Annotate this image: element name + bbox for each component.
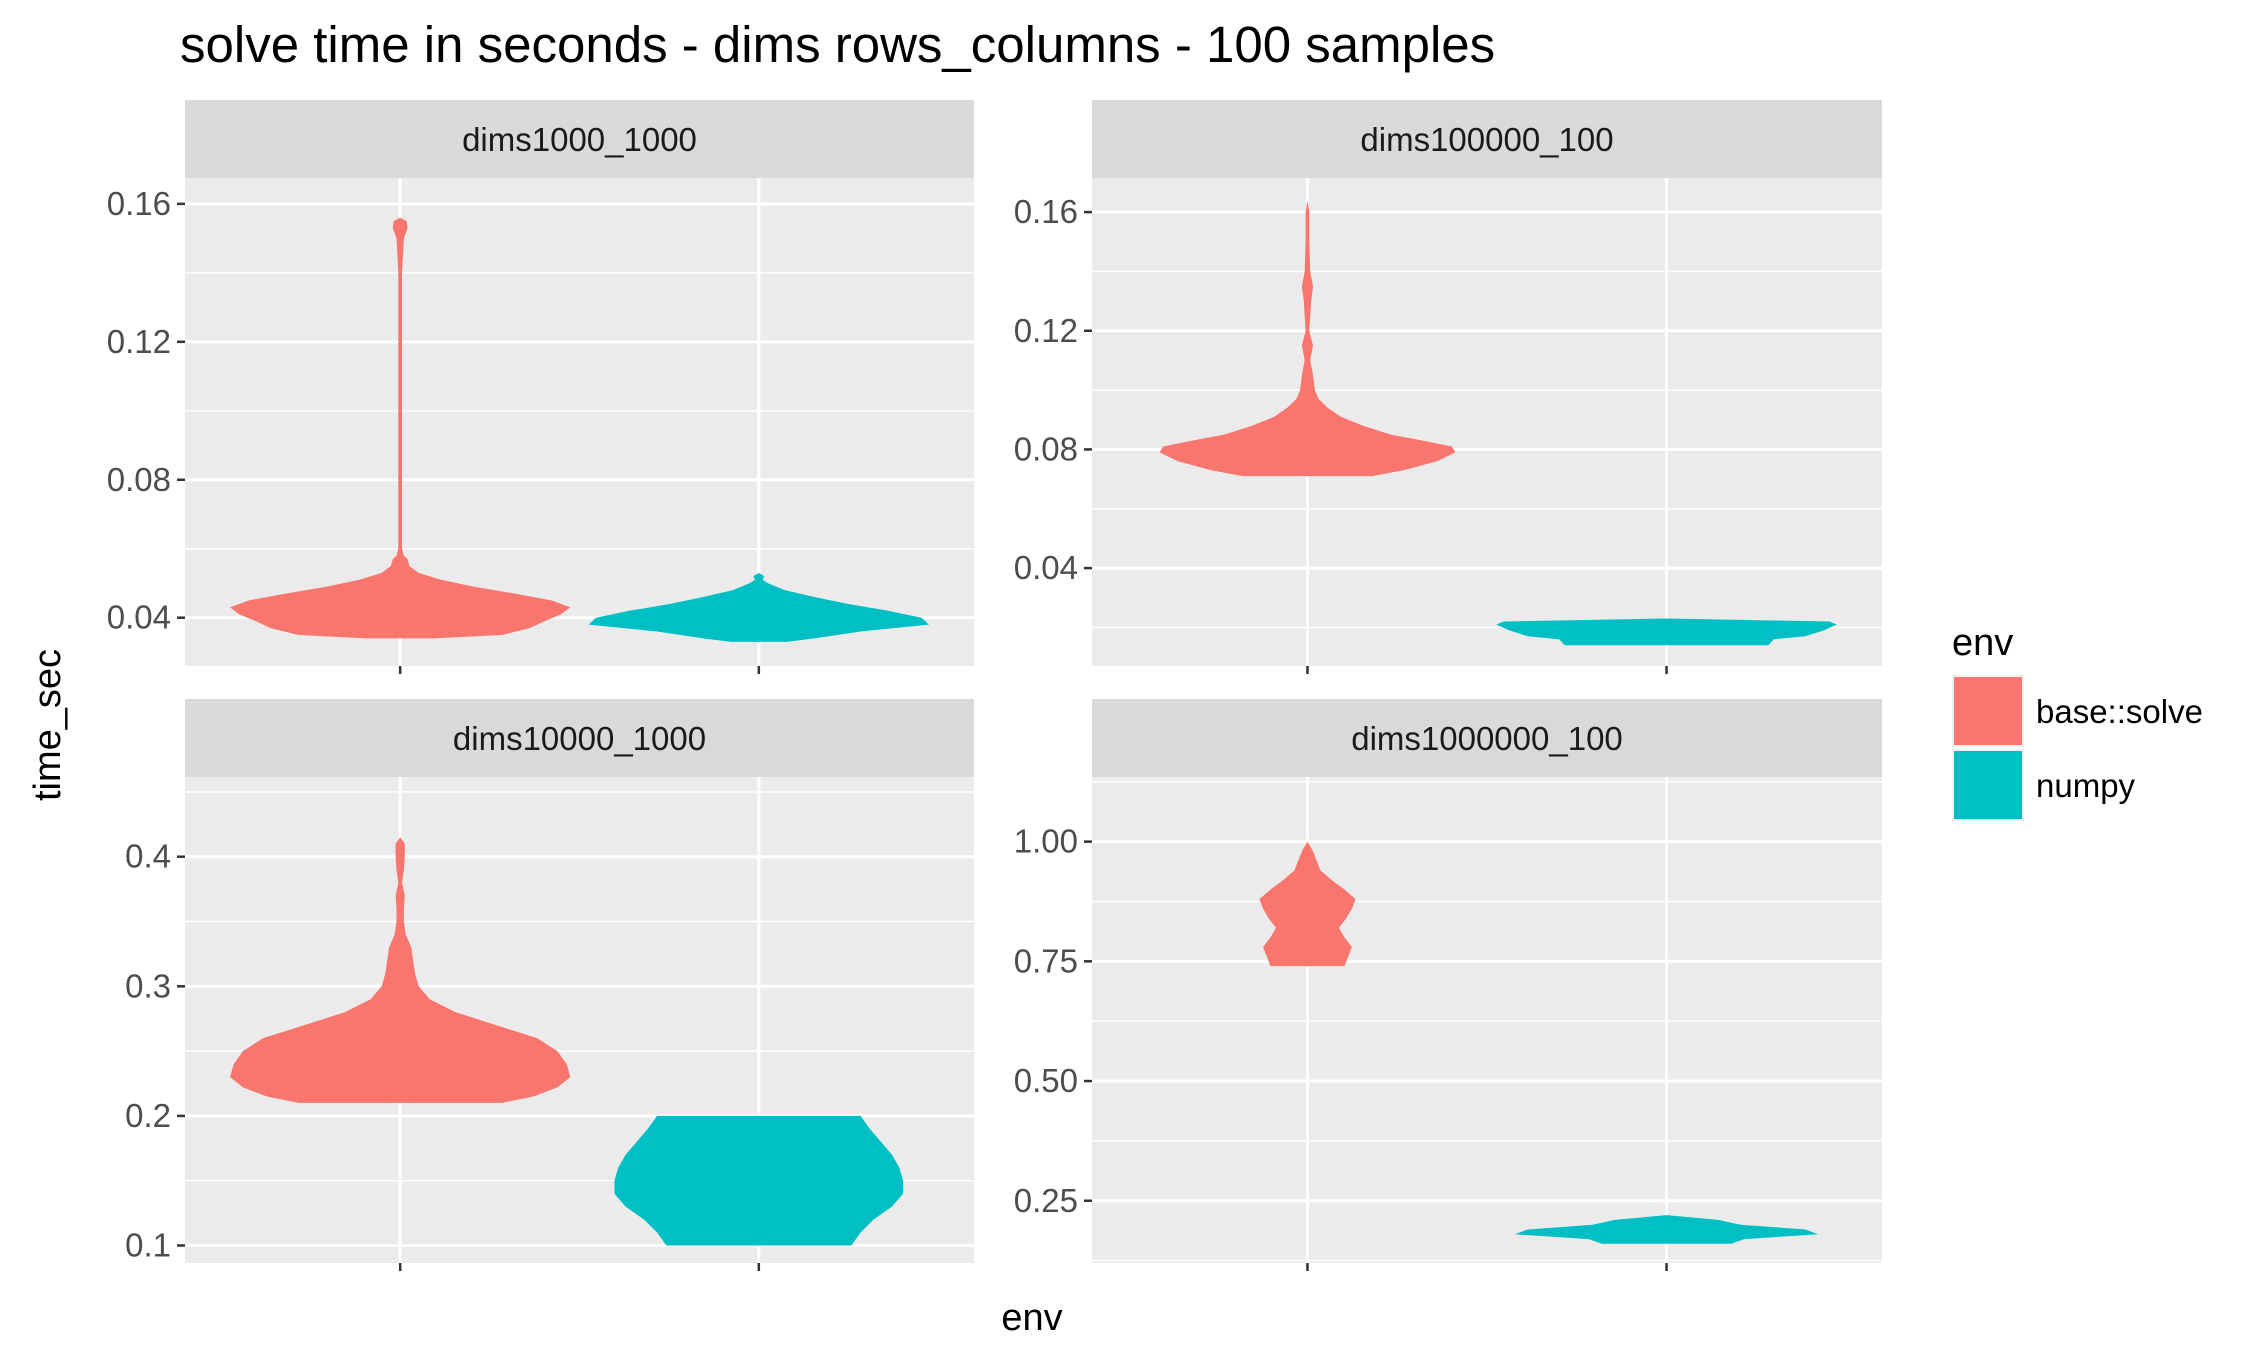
y-tick-label: 0.08 [1014, 430, 1078, 467]
y-tick-label: 0.50 [1014, 1062, 1078, 1099]
facet-strip-label: dims10000_1000 [453, 720, 706, 757]
violin-shape [1514, 1215, 1819, 1244]
violin-shape [1496, 618, 1837, 646]
y-tick-label: 0.4 [125, 838, 171, 875]
legend-label: numpy [2036, 767, 2136, 804]
legend-key [1954, 677, 2022, 745]
violin-shape [1159, 200, 1456, 477]
legend-title: env [1952, 622, 2013, 664]
facet-strip-label: dims1000_1000 [462, 121, 697, 158]
facet-panels: dims1000_10000.040.080.120.16dims100000_… [107, 100, 1882, 1271]
legend-key [1954, 751, 2022, 819]
y-tick-label: 0.75 [1014, 942, 1078, 979]
facet-strip-label: dims1000000_100 [1351, 720, 1623, 757]
y-tick-label: 0.1 [125, 1227, 171, 1264]
y-tick-label: 0.12 [1014, 312, 1078, 349]
y-tick-label: 0.3 [125, 967, 171, 1004]
y-tick-label: 0.08 [107, 461, 171, 498]
y-tick-label: 0.25 [1014, 1182, 1078, 1219]
facet-panel: dims100000_100 0.04 0.08 0.12 0.16 [1014, 100, 1882, 674]
y-tick-label: 0.2 [125, 1097, 171, 1134]
panel-background [1092, 178, 1882, 666]
violin-shape [230, 837, 571, 1103]
facet-strip-label: dims100000_100 [1360, 121, 1613, 158]
y-tick-label: 1.00 [1014, 823, 1078, 860]
facet-strip [185, 100, 974, 178]
y-tick-label: 0.16 [107, 185, 171, 222]
facet-strip [1092, 100, 1882, 178]
y-tick-label: 0.04 [107, 599, 171, 636]
panel-background [185, 178, 974, 666]
x-axis-title: env [1001, 1297, 1062, 1339]
facet-strip [185, 699, 974, 777]
violin-shape [614, 1115, 904, 1246]
y-tick-label: 0.04 [1014, 549, 1078, 586]
facet-strip [1092, 699, 1882, 777]
chart-title: solve time in seconds - dims rows_column… [180, 16, 1495, 73]
facet-panel: dims10000_1000 0.1 0.2 0.3 0.4 [125, 699, 974, 1271]
y-axis-title: time_sec [27, 649, 69, 801]
violin-shape [588, 572, 929, 642]
facet-panel: dims1000_1000 0.04 0.08 0.12 0.16 [107, 100, 974, 674]
panel-background [1092, 777, 1882, 1263]
violin-shape [230, 217, 571, 639]
y-tick-label: 0.16 [1014, 193, 1078, 230]
facet-panel: dims1000000_100 0.25 0.50 0.75 1.00 [1014, 699, 1882, 1271]
y-tick-label: 0.12 [107, 323, 171, 360]
violin-shape [1259, 841, 1356, 967]
legend-label: base::solve [2036, 693, 2203, 730]
